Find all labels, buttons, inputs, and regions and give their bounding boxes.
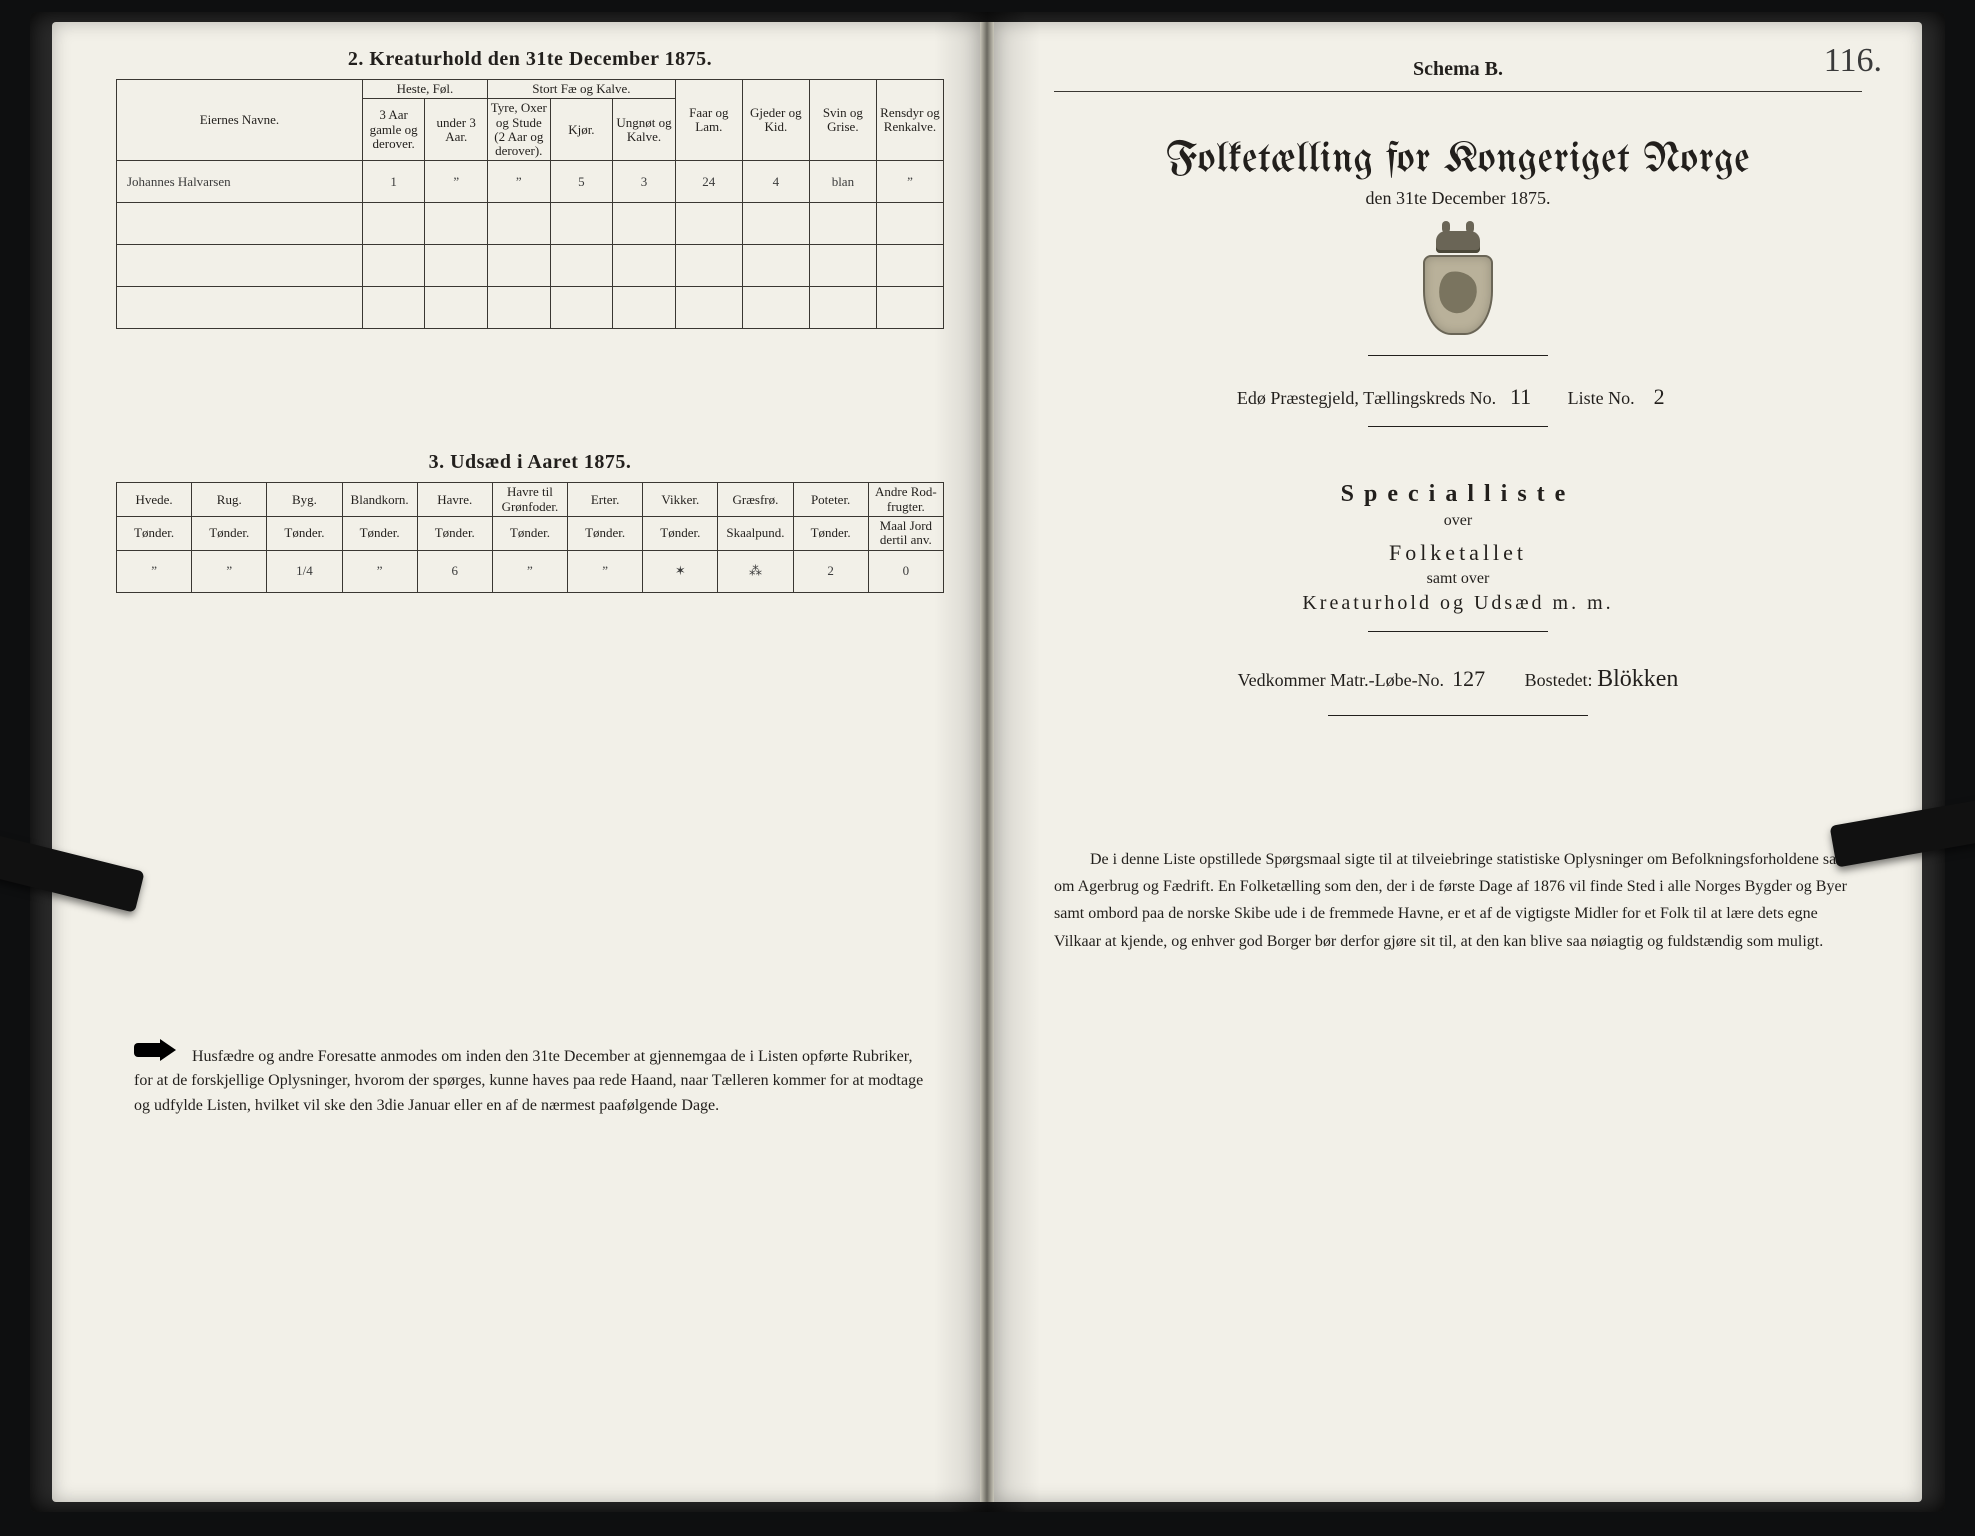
hdr: Poteter. [793,483,868,517]
parish-label: Edø Præstegjeld, Tællingskreds No. [1237,388,1496,408]
kreds-no: 11 [1501,384,1541,410]
unit: Tønder. [492,517,567,551]
cell: ” [568,550,643,592]
divider [1368,631,1548,632]
hdr-name: Eiernes Navne. [117,80,363,161]
table-row: ” ” 1/4 ” 6 ” ” ✶ ⁂ 2 0 [117,550,944,592]
hdr-rensdyr: Rensdyr og Renkalve. [876,80,943,161]
unit: Tønder. [267,517,342,551]
over-label: over [1054,512,1862,530]
cell: ✶ [643,550,718,592]
cell: 4 [742,161,809,203]
cell: ” [342,550,417,592]
cell: 1/4 [267,550,342,592]
section3-title: 3. Udsæd i Aaret 1875. [116,451,944,474]
table-row: Johannes Halvarsen 1 ” ” 5 3 24 4 blan ” [117,161,944,203]
hdr-faar: Faar og Lam. [675,80,742,161]
liste-label: Liste No. [1568,388,1635,408]
book-spine [980,22,994,1502]
hdr: Havre til Grønfoder. [492,483,567,517]
cell: 1 [362,161,425,203]
hdr: Vikker. [643,483,718,517]
unit: Tønder. [568,517,643,551]
cell: ” [492,550,567,592]
hdr-stort: Stort Fæ og Kalve. [488,80,676,99]
hdr-ungnot: Ungnøt og Kalve. [613,99,676,161]
cell: 2 [793,550,868,592]
census-title: Folketælling for Kongeriget Norge [1054,138,1862,182]
unit: Tønder. [192,517,267,551]
cell: ⁂ [718,550,793,592]
hdr-heste: Heste, Føl. [362,80,487,99]
left-page: 2. Kreaturhold den 31te December 1875. E… [52,22,980,1502]
matr-no: 127 [1449,666,1489,692]
cell: ” [425,161,488,203]
samt-label: samt over [1054,570,1862,588]
unit: Maal Jord dertil anv. [868,517,943,551]
footnote-text: Husfædre og andre Foresatte anmodes om i… [134,1048,923,1115]
hdr: Blandkorn. [342,483,417,517]
cell-name: Johannes Halvarsen [117,161,363,203]
specialliste-title: Specialliste [1054,481,1862,508]
unit: Skaalpund. [718,517,793,551]
matr-line: Vedkommer Matr.-Løbe-No. 127 Bostedet: B… [1054,666,1862,693]
cell: ” [117,550,192,592]
udsaed-table: Hvede. Rug. Byg. Blandkorn. Havre. Havre… [116,482,944,592]
coat-of-arms-icon [1414,231,1502,339]
hdr: Rug. [192,483,267,517]
table-row: Tønder. Tønder. Tønder. Tønder. Tønder. … [117,517,944,551]
schema-label: Schema B. [1054,58,1862,92]
divider [1368,355,1548,356]
bostedet-value: Blökken [1597,666,1678,692]
unit: Tønder. [643,517,718,551]
census-date: den 31te December 1875. [1054,188,1862,209]
hdr: Hvede. [117,483,192,517]
hdr: Byg. [267,483,342,517]
hdr: Græsfrø. [718,483,793,517]
hdr-heste3: 3 Aar gamle og derover. [362,99,425,161]
hdr: Andre Rod-frugter. [868,483,943,517]
right-page: 116. Schema B. Folketælling for Kongerig… [994,22,1922,1502]
table-row: Hvede. Rug. Byg. Blandkorn. Havre. Havre… [117,483,944,517]
hdr-gjeder: Gjeder og Kid. [742,80,809,161]
cell: ” [192,550,267,592]
section2-title: 2. Kreaturhold den 31te December 1875. [116,48,944,71]
cell: 5 [550,161,613,203]
hdr: Havre. [417,483,492,517]
cell: ” [876,161,943,203]
hdr: Erter. [568,483,643,517]
unit: Tønder. [342,517,417,551]
hdr-kjor: Kjør. [550,99,613,161]
hdr-svin: Svin og Grise. [809,80,876,161]
table-row [117,245,944,287]
table-row [117,203,944,245]
bostedet-label: Bostedet: [1525,670,1593,690]
divider [1368,426,1548,427]
folketallet-label: Folketallet [1054,540,1862,566]
cell: 6 [417,550,492,592]
pointing-hand-icon [134,1039,178,1061]
cell: blan [809,161,876,203]
intro-paragraph: De i denne Liste opstillede Spørgsmaal s… [1054,846,1862,955]
footnote: Husfædre og andre Foresatte anmodes om i… [134,1039,934,1119]
unit: Tønder. [793,517,868,551]
cell: 24 [675,161,742,203]
hdr-hesteu3: under 3 Aar. [425,99,488,161]
table-row [117,287,944,329]
divider [1328,715,1588,716]
open-book: 2. Kreaturhold den 31te December 1875. E… [30,12,1945,1512]
cell: ” [488,161,551,203]
unit: Tønder. [117,517,192,551]
folio-number: 116. [1824,42,1882,80]
kreatur-line: Kreaturhold og Udsæd m. m. [1054,592,1862,615]
parish-line: Edø Præstegjeld, Tællingskreds No. 11 Li… [1054,384,1862,410]
matr-label: Vedkommer Matr.-Løbe-No. [1238,670,1444,690]
hdr-tyre: Tyre, Oxer og Stude (2 Aar og derover). [488,99,551,161]
cell: 0 [868,550,943,592]
cell: 3 [613,161,676,203]
unit: Tønder. [417,517,492,551]
liste-no: 2 [1639,384,1679,410]
kreaturhold-table: Eiernes Navne. Heste, Føl. Stort Fæ og K… [116,79,944,329]
